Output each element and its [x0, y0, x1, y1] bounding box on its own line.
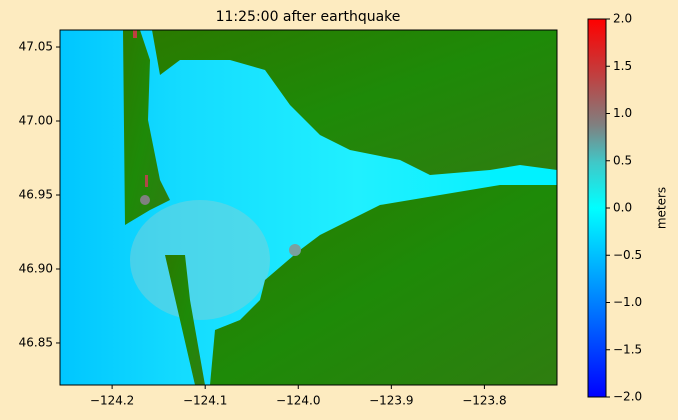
colorbar-tick-label: −0.5: [613, 248, 642, 262]
x-tick-label: −123.8: [462, 394, 506, 408]
colorbar-tick-label: −1.0: [613, 295, 642, 309]
x-tick-label: −124.1: [183, 394, 227, 408]
y-tick-label: 46.90: [19, 261, 53, 275]
y-tick-label: 46.95: [19, 187, 53, 201]
colorbar-label: meters: [655, 187, 669, 229]
colorbar-tick-label: 1.5: [613, 59, 632, 73]
x-tick-label: −124.2: [90, 394, 134, 408]
colorbar-tick-label: 1.0: [613, 106, 632, 120]
colorbar-tick-label: 2.0: [613, 12, 632, 26]
colorbar: [587, 18, 607, 398]
y-tick-label: 47.00: [19, 114, 53, 128]
chart-title: 11:25:00 after earthquake: [216, 9, 401, 25]
map: [60, 30, 557, 385]
y-tick-label: 46.85: [19, 335, 53, 349]
colorbar-tick-label: 0.5: [613, 153, 632, 167]
colorbar-tick-label: −2.0: [613, 390, 642, 404]
x-tick-label: −123.9: [369, 394, 413, 408]
colorbar-tick-label: 0.0: [613, 201, 632, 215]
x-tick-label: −124.0: [276, 394, 320, 408]
plot-frame: [59, 29, 558, 386]
y-tick-label: 47.05: [19, 40, 53, 54]
colorbar-tick-label: −1.5: [613, 342, 642, 356]
